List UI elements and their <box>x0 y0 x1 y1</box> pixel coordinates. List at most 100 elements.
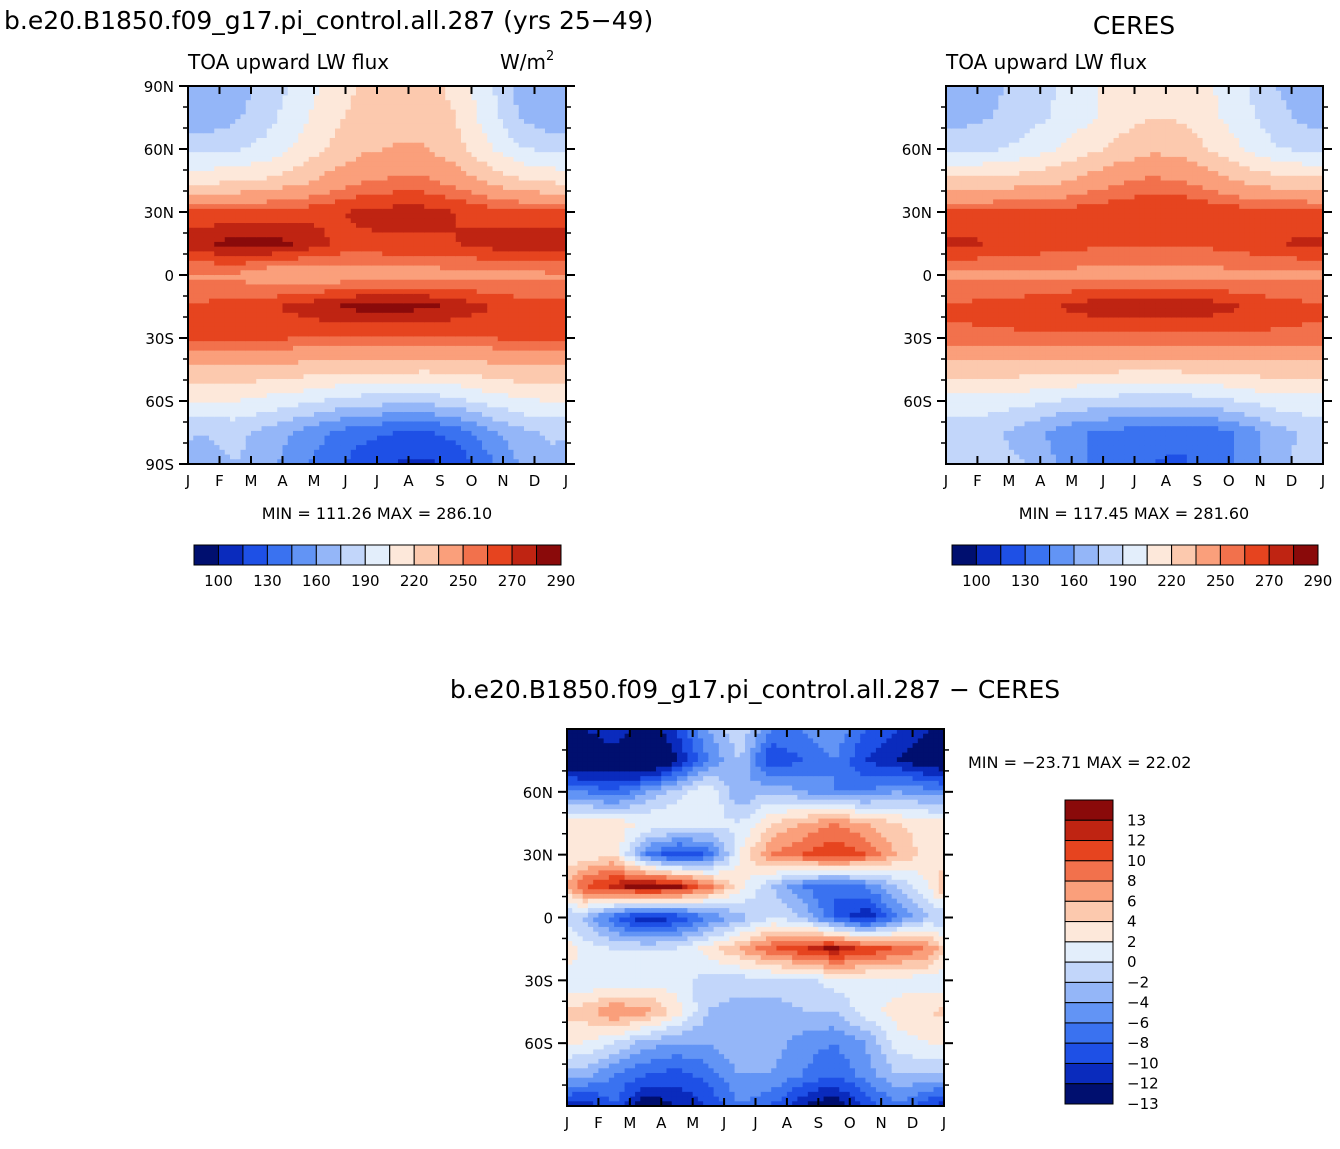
heatmap-cell <box>487 449 494 456</box>
heatmap-cell <box>272 204 278 210</box>
heatmap-cell <box>335 86 341 92</box>
heatmap-cell <box>445 308 452 314</box>
heatmap-cell <box>314 397 320 404</box>
heatmap-cell <box>193 341 200 347</box>
heatmap-cell <box>403 317 410 323</box>
heatmap-cell <box>387 279 394 286</box>
heatmap-cell <box>387 114 394 120</box>
heatmap-cell <box>272 412 278 418</box>
heatmap-cell <box>497 260 504 267</box>
heatmap-cell <box>445 90 452 97</box>
heatmap-cell <box>256 133 263 139</box>
heatmap-cell <box>256 246 263 252</box>
heatmap-cell <box>198 204 205 210</box>
heatmap-cell <box>392 104 399 111</box>
heatmap-cell <box>445 350 452 356</box>
heatmap-cell <box>497 133 504 139</box>
heatmap-cell <box>476 189 483 196</box>
heatmap-cell <box>377 421 383 427</box>
heatmap-cell <box>356 147 362 153</box>
heatmap-cell <box>419 194 425 200</box>
heatmap-cell <box>440 175 446 182</box>
heatmap-cell <box>287 454 294 460</box>
heatmap-cell <box>455 109 462 115</box>
heatmap-cell <box>245 95 252 101</box>
heatmap-cell <box>471 303 478 309</box>
heatmap-cell <box>335 407 341 413</box>
heatmap-cell <box>319 232 326 238</box>
heatmap-cell <box>345 378 352 385</box>
heatmap-cell <box>461 90 467 97</box>
heatmap-cell <box>224 336 231 342</box>
heatmap-cell <box>413 199 420 205</box>
heatmap-cell <box>440 331 446 338</box>
heatmap-cell <box>287 426 294 432</box>
heatmap-cell <box>240 128 247 134</box>
heatmap-cell <box>403 430 410 437</box>
heatmap-cell <box>476 312 483 319</box>
heatmap-cell <box>209 128 215 134</box>
heatmap-cell <box>293 256 299 262</box>
heatmap-cell <box>345 256 352 262</box>
heatmap-cell <box>482 298 488 304</box>
heatmap-cell <box>224 430 231 437</box>
heatmap-cell <box>419 199 425 205</box>
heatmap-cell <box>403 109 410 115</box>
heatmap-cell <box>419 156 425 163</box>
heatmap-cell <box>429 104 436 111</box>
heatmap-cell <box>308 156 315 163</box>
heatmap-cell <box>272 341 278 347</box>
heatmap-cell <box>324 317 331 323</box>
heatmap-cell <box>329 326 336 333</box>
heatmap-cell <box>324 397 331 404</box>
heatmap-cell <box>382 232 389 238</box>
heatmap-cell <box>266 275 273 281</box>
heatmap-cell <box>503 152 509 158</box>
heatmap-cell <box>487 435 494 441</box>
heatmap-cell <box>193 114 200 120</box>
heatmap-cell <box>508 265 515 271</box>
heatmap-cell <box>387 336 394 342</box>
heatmap-cell <box>251 109 257 115</box>
heatmap-cell <box>277 90 284 97</box>
heatmap-cell <box>503 421 509 427</box>
heatmap-cell <box>513 152 520 158</box>
heatmap-cell <box>377 412 383 418</box>
heatmap-cell <box>340 303 347 309</box>
heatmap-cell <box>319 393 326 399</box>
heatmap-cell <box>413 312 420 319</box>
heatmap-cell <box>461 435 467 441</box>
heatmap-cell <box>256 208 263 215</box>
heatmap-cell <box>314 223 320 229</box>
heatmap-cell <box>287 412 294 418</box>
heatmap-cell <box>335 355 341 361</box>
heatmap-cell <box>403 388 410 394</box>
heatmap-cell <box>361 161 368 167</box>
heatmap-cell <box>497 317 504 323</box>
heatmap-cell <box>482 369 488 375</box>
heatmap-cell <box>440 128 446 134</box>
heatmap-cell <box>293 440 299 446</box>
heatmap-cell <box>356 430 362 437</box>
heatmap-cell <box>193 147 200 153</box>
heatmap-cell <box>340 86 347 92</box>
heatmap-cell <box>434 336 441 342</box>
heatmap-cell <box>224 454 231 460</box>
heatmap-cell <box>198 378 205 385</box>
heatmap-cell <box>287 284 294 290</box>
heatmap-cell <box>230 142 236 149</box>
heatmap-cell <box>240 100 247 106</box>
heatmap-cell <box>392 435 399 441</box>
heatmap-cell <box>193 246 200 252</box>
heatmap-cell <box>303 95 310 101</box>
heatmap-cell <box>413 246 420 252</box>
heatmap-cell <box>340 270 347 276</box>
heatmap-cell <box>261 412 268 418</box>
heatmap-cell <box>466 317 473 323</box>
heatmap-cell <box>282 95 289 101</box>
heatmap-cell <box>203 218 210 224</box>
heatmap-cell <box>266 430 273 437</box>
heatmap-cell <box>403 341 410 347</box>
heatmap-cell <box>398 147 404 153</box>
heatmap-cell <box>387 256 394 262</box>
